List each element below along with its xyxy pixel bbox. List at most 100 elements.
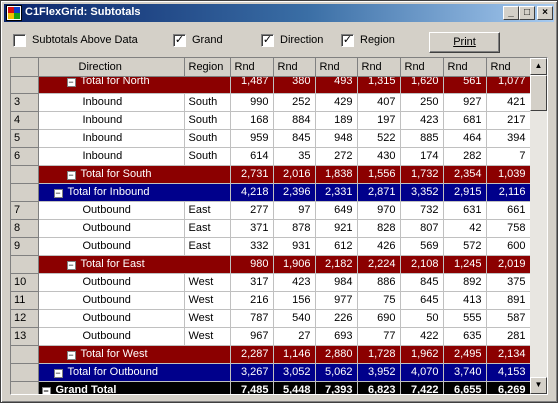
subtotal-row-inbound[interactable]: − Total for Inbound 4,218 2,396 2,331 2,8… <box>11 183 530 202</box>
collapse-toggle-icon[interactable]: − <box>53 188 63 198</box>
value-cell[interactable]: 600 <box>486 237 530 256</box>
value-cell[interactable]: 732 <box>400 201 444 220</box>
direction-cell[interactable]: Inbound <box>38 147 185 166</box>
scroll-up-icon[interactable]: ▲ <box>530 58 547 75</box>
value-cell[interactable]: 189 <box>315 111 358 130</box>
region-checkbox[interactable]: ✓ <box>341 34 354 47</box>
col-header-rnd[interactable]: Rnd <box>400 58 444 77</box>
region-cell[interactable]: West <box>184 291 231 310</box>
value-cell[interactable]: 371 <box>230 219 274 238</box>
subtotal-row-south[interactable]: − Total for South 2,731 2,016 1,838 1,556… <box>11 165 530 184</box>
value-cell[interactable]: 35 <box>273 147 316 166</box>
value-cell[interactable]: 97 <box>273 201 316 220</box>
value-cell[interactable]: 878 <box>273 219 316 238</box>
grand-total-row[interactable]: − Grand Total 7,485 5,448 7,393 6,823 7,4… <box>11 381 530 394</box>
value-cell[interactable]: 197 <box>357 111 401 130</box>
direction-cell[interactable]: Inbound <box>38 111 185 130</box>
direction-cell[interactable]: Outbound <box>38 291 185 310</box>
table-row[interactable]: 3 Inbound South 990 252 429 407 250 927 421 <box>11 93 530 112</box>
subtotals-above-checkbox[interactable] <box>13 34 26 47</box>
direction-cell[interactable]: Outbound <box>38 327 185 346</box>
value-cell[interactable]: 540 <box>273 309 316 328</box>
value-cell[interactable]: 681 <box>443 111 487 130</box>
value-cell[interactable]: 845 <box>400 273 444 292</box>
print-button[interactable]: Print <box>429 32 500 53</box>
value-cell[interactable]: 277 <box>230 201 274 220</box>
col-header-rnd[interactable]: Rnd <box>230 58 274 77</box>
table-row[interactable]: 12 Outbound West 787 540 226 690 50 555 587 <box>11 309 530 328</box>
value-cell[interactable]: 426 <box>357 237 401 256</box>
value-cell[interactable]: 977 <box>315 291 358 310</box>
subtotal-row-north[interactable]: − Total for North 1,487 380 493 1,315 1,6… <box>11 76 530 94</box>
value-cell[interactable]: 522 <box>357 129 401 148</box>
value-cell[interactable]: 250 <box>400 93 444 112</box>
value-cell[interactable]: 990 <box>230 93 274 112</box>
value-cell[interactable]: 77 <box>357 327 401 346</box>
minimize-button[interactable]: _ <box>503 6 519 20</box>
col-header-rnd[interactable]: Rnd <box>486 58 530 77</box>
value-cell[interactable]: 967 <box>230 327 274 346</box>
region-cell[interactable]: East <box>184 201 231 220</box>
value-cell[interactable]: 787 <box>230 309 274 328</box>
value-cell[interactable]: 423 <box>273 273 316 292</box>
close-button[interactable]: × <box>537 6 553 20</box>
direction-checkbox[interactable]: ✓ <box>261 34 274 47</box>
region-cell[interactable]: East <box>184 237 231 256</box>
table-row[interactable]: 5 Inbound South 959 845 948 522 885 464 394 <box>11 129 530 148</box>
direction-cell[interactable]: Outbound <box>38 237 185 256</box>
value-cell[interactable]: 464 <box>443 129 487 148</box>
subtotal-row-east[interactable]: − Total for East 980 1,906 2,182 2,224 2,… <box>11 255 530 274</box>
subtotal-row-outbound[interactable]: − Total for Outbound 3,267 3,052 5,062 3,… <box>11 363 530 382</box>
col-header-rnd[interactable]: Rnd <box>357 58 401 77</box>
value-cell[interactable]: 886 <box>357 273 401 292</box>
direction-cell[interactable]: Outbound <box>38 201 185 220</box>
value-cell[interactable]: 281 <box>486 327 530 346</box>
flex-grid[interactable]: Direction Region Rnd Rnd Rnd Rnd Rnd Rnd… <box>10 57 548 395</box>
value-cell[interactable]: 216 <box>230 291 274 310</box>
value-cell[interactable]: 661 <box>486 201 530 220</box>
value-cell[interactable]: 758 <box>486 219 530 238</box>
value-cell[interactable]: 614 <box>230 147 274 166</box>
region-cell[interactable]: South <box>184 111 231 130</box>
value-cell[interactable]: 272 <box>315 147 358 166</box>
col-header-rnd[interactable]: Rnd <box>273 58 316 77</box>
title-bar[interactable]: C1FlexGrid: Subtotals _ □ × <box>4 4 554 22</box>
table-row[interactable]: 6 Inbound South 614 35 272 430 174 282 7 <box>11 147 530 166</box>
value-cell[interactable]: 645 <box>400 291 444 310</box>
value-cell[interactable]: 413 <box>443 291 487 310</box>
region-cell[interactable]: West <box>184 273 231 292</box>
table-row[interactable]: 7 Outbound East 277 97 649 970 732 631 661 <box>11 201 530 220</box>
direction-cell[interactable]: Outbound <box>38 219 185 238</box>
table-row[interactable]: 4 Inbound South 168 884 189 197 423 681 217 <box>11 111 530 130</box>
table-row[interactable]: 11 Outbound West 216 156 977 75 645 413 891 <box>11 291 530 310</box>
table-row[interactable]: 13 Outbound West 967 27 693 77 422 635 281 <box>11 327 530 346</box>
value-cell[interactable]: 423 <box>400 111 444 130</box>
value-cell[interactable]: 587 <box>486 309 530 328</box>
value-cell[interactable]: 959 <box>230 129 274 148</box>
col-header-direction[interactable]: Direction <box>38 58 185 77</box>
value-cell[interactable]: 884 <box>273 111 316 130</box>
value-cell[interactable]: 226 <box>315 309 358 328</box>
collapse-toggle-icon[interactable]: − <box>66 170 76 180</box>
value-cell[interactable]: 690 <box>357 309 401 328</box>
collapse-toggle-icon[interactable]: − <box>66 76 76 87</box>
value-cell[interactable]: 282 <box>443 147 487 166</box>
value-cell[interactable]: 375 <box>486 273 530 292</box>
region-cell[interactable]: East <box>184 219 231 238</box>
vertical-scrollbar[interactable]: ▲ ▼ <box>530 58 547 394</box>
value-cell[interactable]: 921 <box>315 219 358 238</box>
region-cell[interactable]: South <box>184 147 231 166</box>
value-cell[interactable]: 555 <box>443 309 487 328</box>
value-cell[interactable]: 421 <box>486 93 530 112</box>
table-row[interactable]: 8 Outbound East 371 878 921 828 807 42 758 <box>11 219 530 238</box>
direction-cell[interactable]: Outbound <box>38 273 185 292</box>
region-cell[interactable]: West <box>184 327 231 346</box>
value-cell[interactable]: 75 <box>357 291 401 310</box>
value-cell[interactable]: 631 <box>443 201 487 220</box>
value-cell[interactable]: 217 <box>486 111 530 130</box>
subtotal-row-west[interactable]: − Total for West 2,287 1,146 2,880 1,728 … <box>11 345 530 364</box>
value-cell[interactable]: 168 <box>230 111 274 130</box>
value-cell[interactable]: 174 <box>400 147 444 166</box>
value-cell[interactable]: 649 <box>315 201 358 220</box>
value-cell[interactable]: 970 <box>357 201 401 220</box>
